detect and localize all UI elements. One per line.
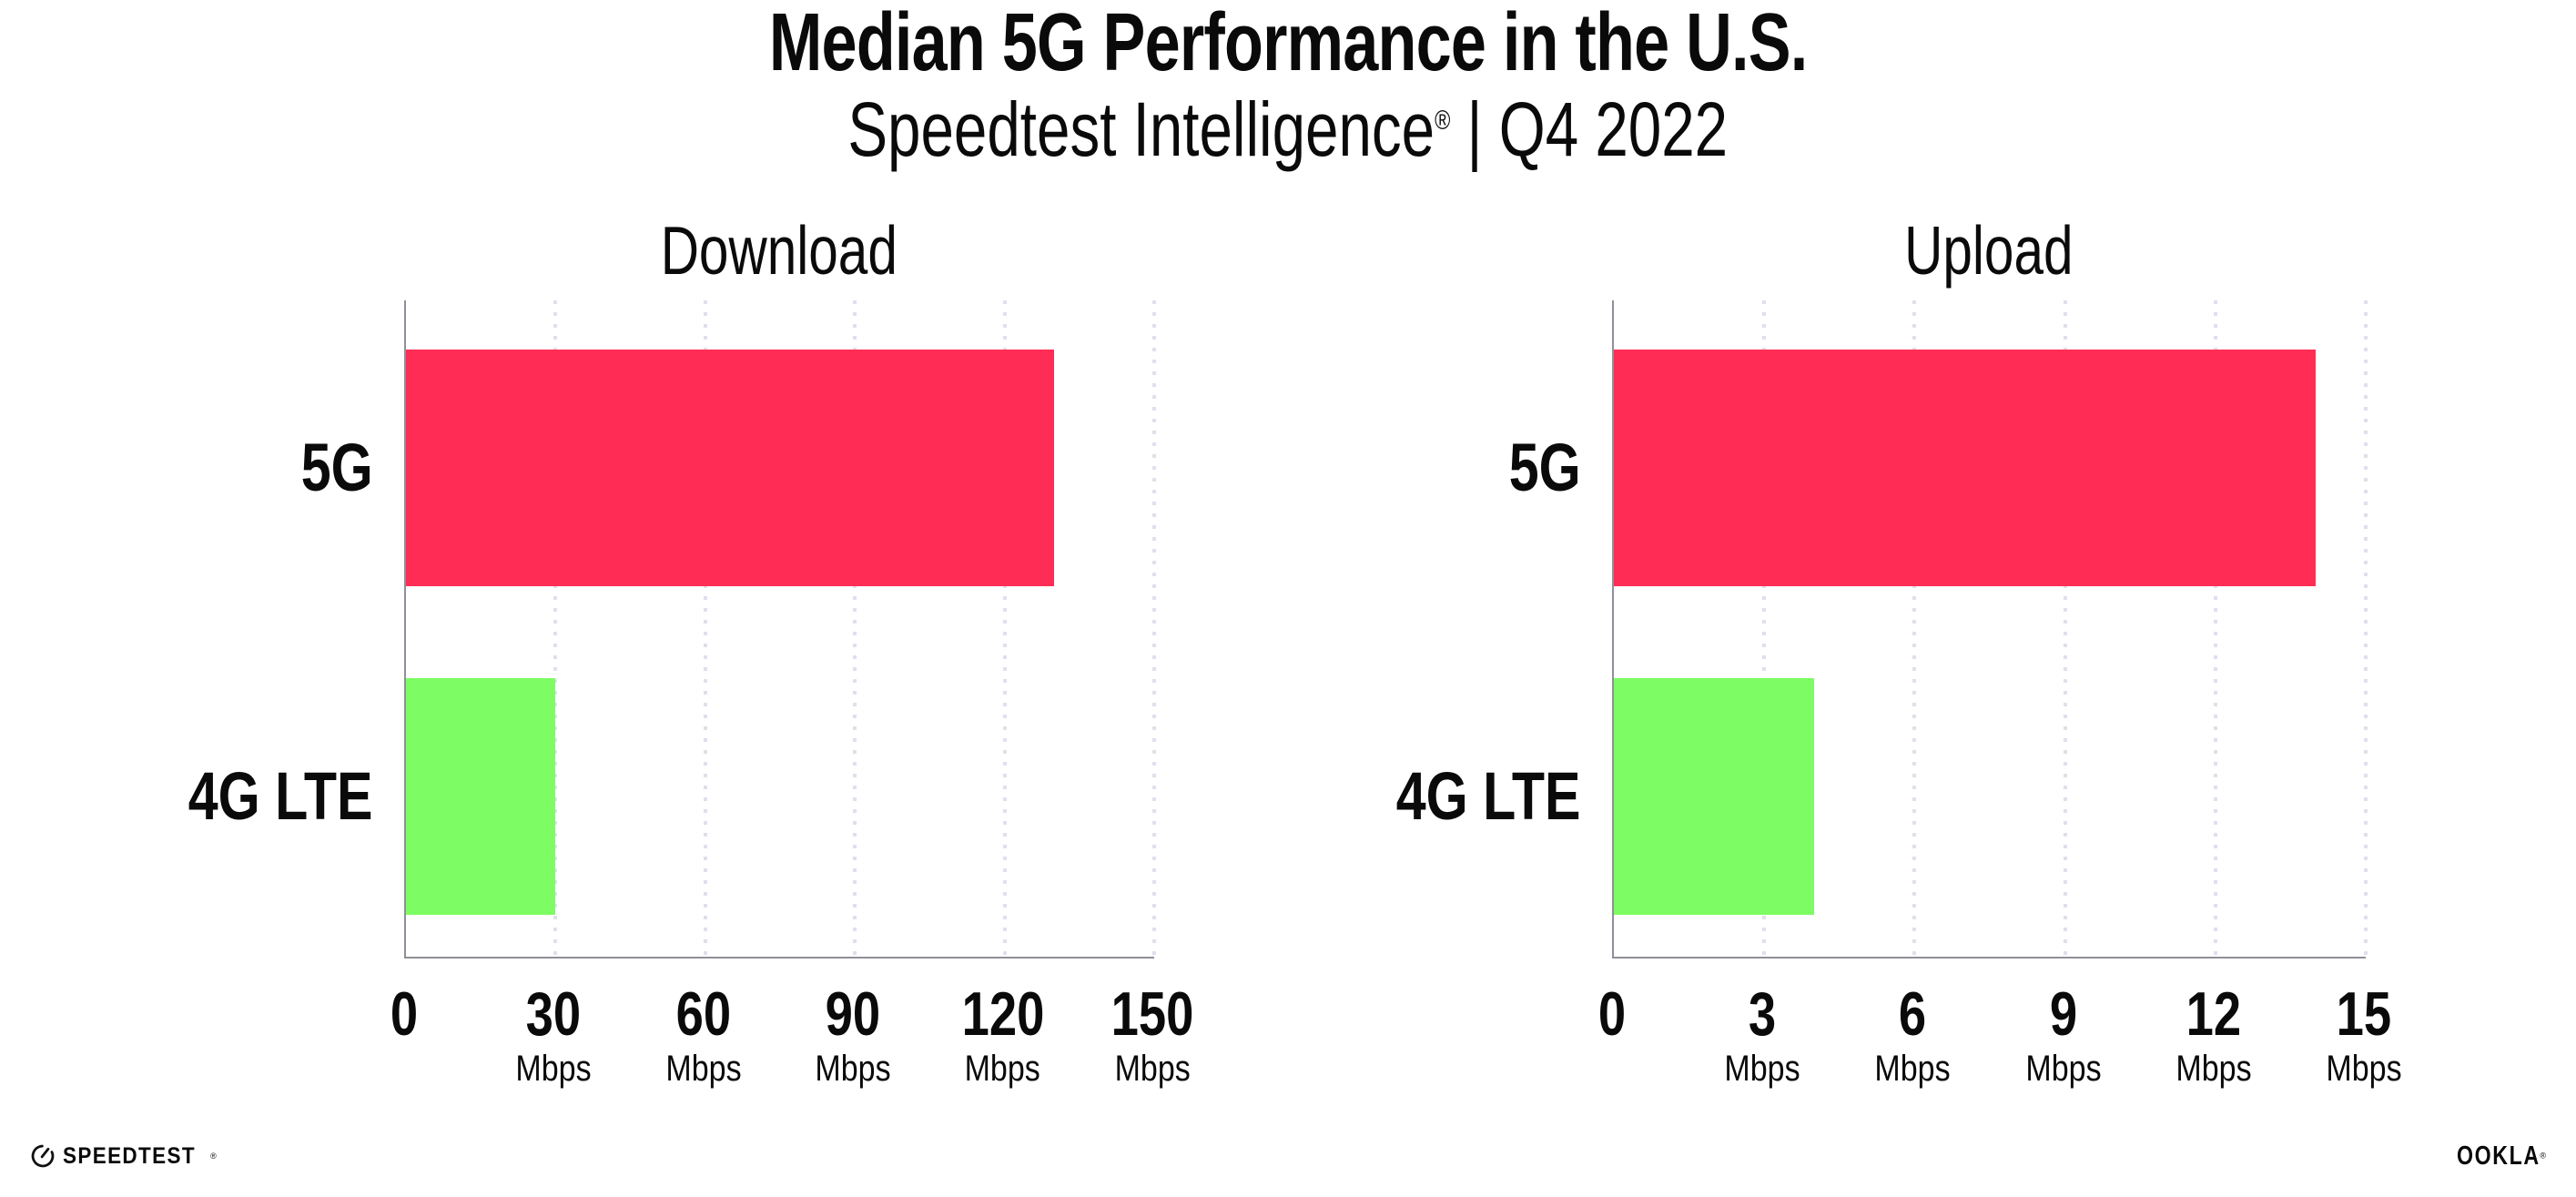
x-tick-value: 0 <box>1597 979 1627 1049</box>
subtitle-text: Speedtest Intelligence® | Q4 2022 <box>848 91 1729 167</box>
upload-chart-title-text: Upload <box>1904 212 2074 289</box>
x-tick-unit: Mbps <box>1874 1049 1951 1089</box>
bar-5g <box>1614 350 2316 587</box>
x-tick-unit: Mbps <box>2326 1049 2402 1089</box>
gridline-9 <box>2063 300 2067 957</box>
subtitle-brand: Speedtest Intelligence <box>847 86 1435 172</box>
gridline-120 <box>1002 300 1007 957</box>
subtitle: Speedtest Intelligence® | Q4 2022 <box>0 91 2576 167</box>
x-tick-value: 15 <box>2336 979 2392 1049</box>
x-tick-value: 60 <box>675 979 732 1049</box>
ookla-registered-mark: ® <box>2540 1151 2546 1161</box>
x-tick-6: 6 Mbps <box>1868 983 1957 1087</box>
x-tick-value: 9 <box>2049 979 2077 1049</box>
ookla-wordmark: OOKLA <box>2456 1141 2541 1171</box>
x-tick-unit: Mbps <box>1114 1049 1191 1089</box>
x-tick-unit: Mbps <box>2175 1049 2252 1089</box>
gauge-icon <box>31 1144 55 1168</box>
upload-chart: Upload 5G 4G LTE 0 3 Mbps 6 Mbps 9 Mbps 12 Mbps 15 M… <box>1396 217 2401 1088</box>
category-label-5g: 5G <box>301 430 373 506</box>
page-title: Median 5G Performance in the U.S. <box>0 2 2576 84</box>
x-tick-unit: Mbps <box>665 1049 742 1089</box>
x-tick-value: 6 <box>1899 979 1927 1049</box>
x-tick-value: 0 <box>390 979 419 1049</box>
x-tick-unit: Mbps <box>515 1049 592 1089</box>
category-label-4g-lte: 4G LTE <box>188 757 373 834</box>
x-tick-90: 90 Mbps <box>808 983 898 1087</box>
bar-4g-lte <box>1614 677 1815 915</box>
x-tick-unit: Mbps <box>815 1049 891 1089</box>
category-label-5g: 5G <box>1509 430 1581 506</box>
bar-4g-lte <box>406 677 556 915</box>
x-tick-value: 12 <box>2186 979 2242 1049</box>
gridline-150 <box>1152 300 1156 957</box>
download-chart-title-text: Download <box>660 212 898 289</box>
x-tick-value: 150 <box>1111 979 1194 1049</box>
category-label-4g-lte: 4G LTE <box>1396 757 1581 834</box>
bar-5g <box>406 350 1055 587</box>
x-tick-value: 30 <box>526 979 582 1049</box>
page-title-text: Median 5G Performance in the U.S. <box>768 0 1808 88</box>
upload-plot-area <box>1612 300 2368 959</box>
x-tick-30: 30 Mbps <box>509 983 598 1087</box>
x-tick-unit: Mbps <box>2025 1049 2102 1089</box>
x-tick-unit: Mbps <box>1724 1049 1800 1089</box>
speedtest-logo: SPEEDTEST ® <box>30 1143 217 1169</box>
subtitle-period: | Q4 2022 <box>1450 86 1729 172</box>
x-tick-150: 150 Mbps <box>1100 983 1203 1087</box>
x-tick-3: 3 Mbps <box>1718 983 1807 1087</box>
download-chart: Download 5G 4G LTE 0 30 Mbps 60 Mbps 90 Mbps 120 M… <box>188 217 1193 1088</box>
gridline-30 <box>553 300 558 957</box>
download-chart-title: Download <box>404 217 1154 285</box>
download-plot-area <box>404 300 1156 959</box>
speedtest-wordmark: SPEEDTEST <box>63 1142 196 1169</box>
x-tick-12: 12 Mbps <box>2169 983 2258 1087</box>
x-tick-value: 3 <box>1749 979 1777 1049</box>
gridline-90 <box>853 300 857 957</box>
x-tick-0: 0 <box>1595 983 1629 1045</box>
x-tick-unit: Mbps <box>965 1049 1041 1089</box>
x-tick-60: 60 Mbps <box>659 983 748 1087</box>
x-tick-value: 120 <box>961 979 1044 1049</box>
ookla-logo: OOKLA® <box>2436 1143 2546 1170</box>
x-tick-15: 15 Mbps <box>2319 983 2409 1087</box>
gridline-15 <box>2364 300 2368 957</box>
upload-chart-title: Upload <box>1612 217 2366 285</box>
x-tick-120: 120 Mbps <box>951 983 1054 1087</box>
gridline-6 <box>1912 300 1917 957</box>
registered-mark: ® <box>1435 106 1451 136</box>
gridline-3 <box>1762 300 1767 957</box>
x-tick-value: 90 <box>825 979 881 1049</box>
x-tick-0: 0 <box>387 983 421 1045</box>
gridline-60 <box>703 300 707 957</box>
x-tick-9: 9 Mbps <box>2019 983 2108 1087</box>
gridline-12 <box>2213 300 2217 957</box>
